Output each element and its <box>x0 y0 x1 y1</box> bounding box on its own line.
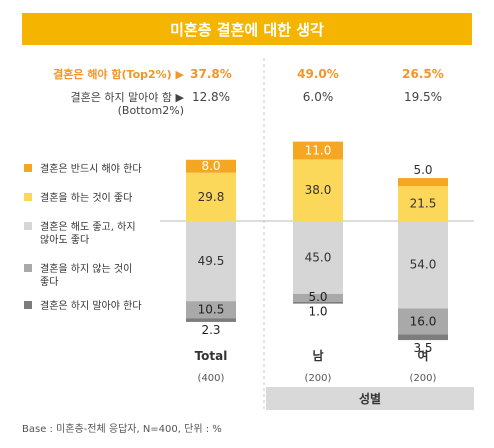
legend-label: 좋다 <box>40 276 58 288</box>
bar-segment <box>293 293 343 302</box>
bar-segment <box>398 221 448 309</box>
bar-segment <box>398 334 448 341</box>
data-label: 29.8 <box>198 190 225 204</box>
summary-label: (Bottom2%) <box>118 104 184 117</box>
data-label: 8.0 <box>201 159 220 173</box>
legend-swatch <box>24 193 32 201</box>
summary-value: 12.8% <box>192 90 230 104</box>
data-label: 10.5 <box>198 303 225 317</box>
legend-label: 결혼은 반드시 해야 한다 <box>40 162 142 175</box>
category-base: (400) <box>198 373 225 384</box>
summary-value: 6.0% <box>303 90 334 104</box>
legend-label: 결혼을 하지 않는 것이 <box>40 262 132 275</box>
data-label: 16.0 <box>410 314 437 328</box>
summary-value: 49.0% <box>297 67 339 81</box>
summary-value: 19.5% <box>404 90 442 104</box>
data-label: 54.0 <box>410 258 437 272</box>
bar-segment <box>293 141 343 160</box>
category-base: (200) <box>305 373 332 384</box>
data-label: 3.5 <box>413 341 432 355</box>
legend-swatch <box>24 264 32 272</box>
footnote: Base : 미혼층-전체 응답자, N=400, 단위 : % <box>22 424 222 435</box>
legend-label: 결혼은 하지 말아야 한다 <box>40 299 142 312</box>
data-label: 2.3 <box>201 323 220 337</box>
bar-segment <box>398 178 448 187</box>
summary-label: 결혼은 하지 말아야 함 ▶ <box>70 90 184 104</box>
legend-swatch <box>24 301 32 309</box>
legend-label: 결혼은 해도 좋고, 하지 <box>40 220 136 233</box>
bar-segment <box>398 308 448 335</box>
data-label: 38.0 <box>305 183 332 197</box>
summary-value: 26.5% <box>402 67 444 81</box>
group-label: 성별 <box>359 391 381 406</box>
legend-label: 않아도 좋다 <box>40 234 89 246</box>
bar-segment <box>293 159 343 221</box>
category-base: (200) <box>410 373 437 384</box>
bar-segment <box>293 302 343 304</box>
legend-swatch <box>24 222 32 230</box>
data-label: 11.0 <box>305 144 332 158</box>
data-label: 5.0 <box>413 163 432 177</box>
category-label: 여 <box>417 348 428 363</box>
bar-segment <box>398 186 448 221</box>
data-label: 21.5 <box>410 197 437 211</box>
bar-segment <box>186 318 236 322</box>
bar-segment <box>186 221 236 302</box>
group-label-box <box>266 387 474 410</box>
legend-swatch <box>24 164 32 172</box>
bar-segment <box>186 301 236 319</box>
summary-label: 결혼은 해야 함(Top2%) ▶ <box>53 67 184 81</box>
data-label: 1.0 <box>308 305 327 319</box>
category-label: Total <box>195 349 228 363</box>
data-label: 5.0 <box>308 290 327 304</box>
summary-value: 37.8% <box>190 67 232 81</box>
bar-segment <box>186 172 236 221</box>
category-label: 남 <box>312 348 323 363</box>
data-label: 49.5 <box>198 254 225 268</box>
data-label: 45.0 <box>305 250 332 264</box>
legend-label: 결혼을 하는 것이 좋다 <box>40 191 132 204</box>
chart-title: 미혼층 결혼에 대한 생각 <box>22 13 472 45</box>
bar-segment <box>293 221 343 294</box>
bar-segment <box>186 159 236 173</box>
